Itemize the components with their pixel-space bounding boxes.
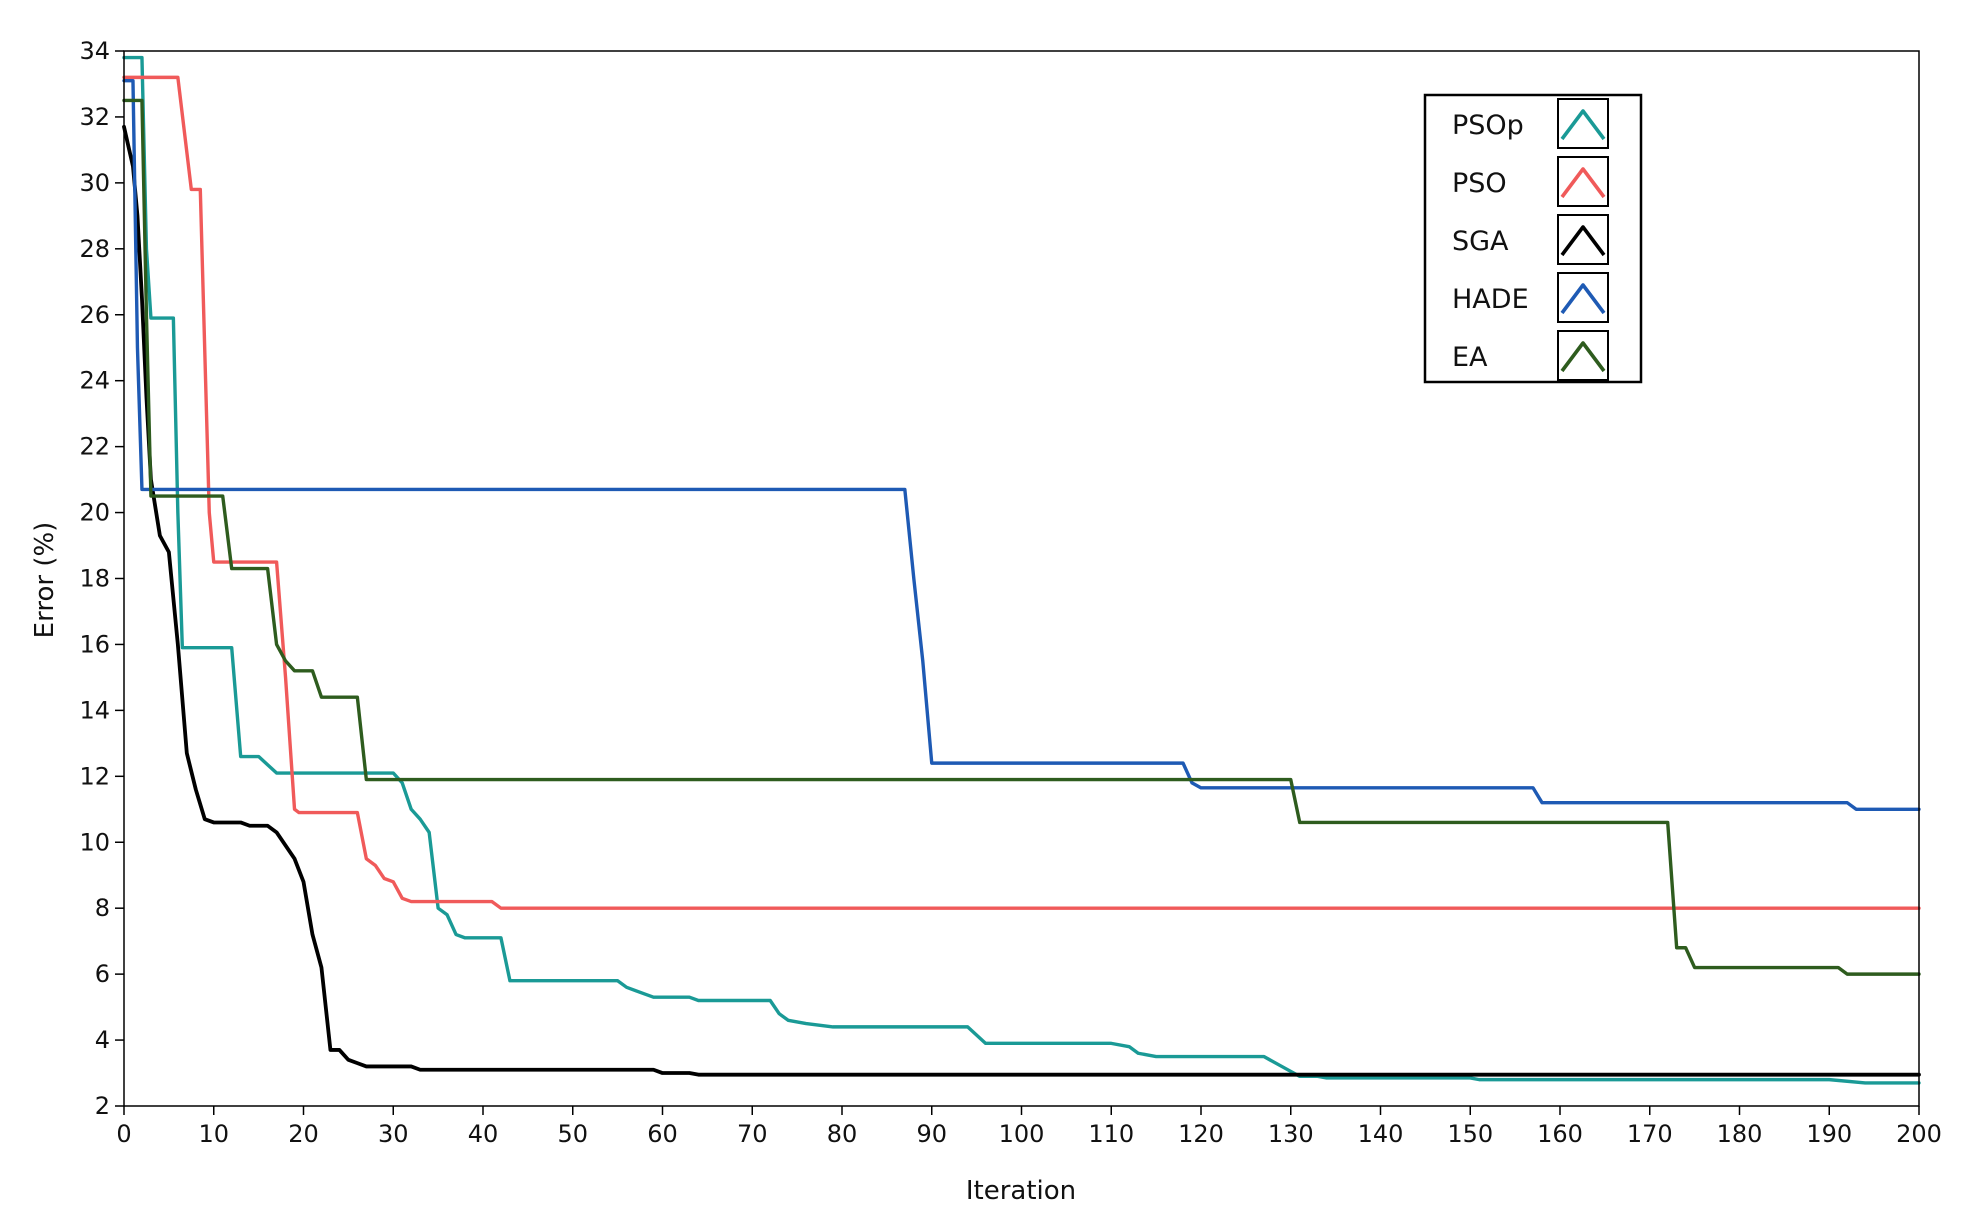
legend-swatch-line <box>1560 225 1606 257</box>
legend-swatch-box <box>1557 214 1609 265</box>
series-layer <box>122 55 1921 1085</box>
y-tick-label: 14 <box>79 696 110 724</box>
x-tick-label: 30 <box>378 1120 409 1148</box>
x-tick-label: 110 <box>1088 1120 1134 1148</box>
series-line-hade <box>122 78 1921 811</box>
series-line-pso <box>122 75 1921 910</box>
x-tick-label: 170 <box>1627 1120 1673 1148</box>
x-tick-label: 90 <box>916 1120 947 1148</box>
y-tick-label: 18 <box>79 565 110 593</box>
x-tick-label: 140 <box>1358 1120 1404 1148</box>
legend-swatch-box <box>1557 272 1609 323</box>
x-axis-title: Iteration <box>966 1176 1076 1206</box>
x-tick-label: 40 <box>468 1120 499 1148</box>
y-tick-label: 2 <box>95 1092 110 1120</box>
y-tick-label: 10 <box>79 828 110 856</box>
x-tick-label: 180 <box>1717 1120 1763 1148</box>
x-tick-label: 160 <box>1537 1120 1583 1148</box>
y-tick-label: 34 <box>79 37 110 65</box>
x-tick-label: 80 <box>827 1120 858 1148</box>
legend: PSOp PSO SGA HADE EA <box>1423 93 1643 384</box>
legend-swatch-box <box>1557 156 1609 207</box>
legend-label-pso: PSO <box>1452 168 1507 199</box>
legend-swatch-line <box>1560 167 1606 199</box>
y-tick-label: 16 <box>79 630 110 658</box>
legend-swatch-box <box>1557 330 1609 381</box>
x-tick-label: 150 <box>1447 1120 1493 1148</box>
y-tick-label: 22 <box>79 433 110 461</box>
y-tick-label: 26 <box>79 301 110 329</box>
legend-swatch-line <box>1560 283 1606 315</box>
x-tick-label: 60 <box>647 1120 678 1148</box>
x-tick-label: 0 <box>116 1120 131 1148</box>
legend-label-hade: HADE <box>1452 284 1529 315</box>
x-tick-label: 100 <box>999 1120 1045 1148</box>
legend-swatch-line <box>1560 109 1606 141</box>
legend-label-sga: SGA <box>1452 226 1509 257</box>
x-axis: 0 10 20 30 40 50 60 70 80 90 100 110 120 130 140 150 160… <box>116 1106 1942 1148</box>
y-tick-label: 24 <box>79 367 110 395</box>
legend-swatch-box <box>1557 98 1609 149</box>
y-tick-label: 6 <box>95 960 110 988</box>
x-tick-label: 130 <box>1268 1120 1314 1148</box>
y-tick-label: 8 <box>95 894 110 922</box>
x-tick-label: 200 <box>1896 1120 1942 1148</box>
legend-label-psop: PSOp <box>1452 110 1524 141</box>
legend-label-ea: EA <box>1452 342 1488 373</box>
y-tick-label: 12 <box>79 762 110 790</box>
x-tick-label: 190 <box>1806 1120 1852 1148</box>
series-line-ea <box>122 98 1921 976</box>
x-tick-label: 120 <box>1178 1120 1224 1148</box>
x-tick-label: 50 <box>557 1120 588 1148</box>
y-tick-label: 4 <box>95 1026 110 1054</box>
x-tick-label: 20 <box>288 1120 319 1148</box>
x-tick-label: 10 <box>198 1120 229 1148</box>
y-tick-label: 30 <box>79 169 110 197</box>
legend-swatch-line <box>1560 341 1606 373</box>
series-line-psop <box>122 55 1921 1085</box>
y-axis-title: Error (%) <box>30 522 60 639</box>
series-line-sga <box>122 124 1921 1077</box>
y-tick-label: 28 <box>79 235 110 263</box>
x-tick-label: 70 <box>737 1120 768 1148</box>
y-tick-label: 32 <box>79 103 110 131</box>
y-tick-label: 20 <box>79 499 110 527</box>
